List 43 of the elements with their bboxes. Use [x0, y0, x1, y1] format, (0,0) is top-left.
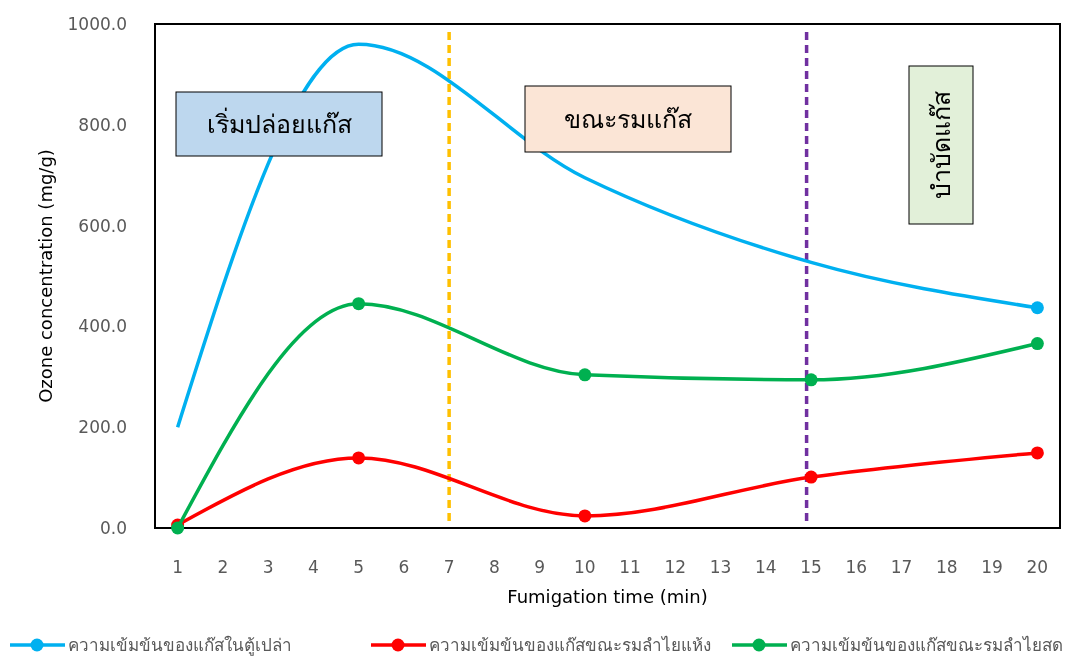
point — [352, 451, 366, 465]
annotation: เริ่มปล่อยแก๊ส — [206, 106, 352, 139]
legend-label: ความเข้มข้นของแก๊สขณะรมลำไยสด — [790, 634, 1063, 655]
y-axis-title: Ozone concentration (mg/g) — [35, 149, 56, 403]
x-tick-label: 8 — [488, 557, 500, 577]
x-tick-label: 4 — [307, 557, 319, 577]
y-tick-label: 400.0 — [78, 316, 127, 337]
x-tick-label: 11 — [619, 557, 641, 577]
x-tick-label: 18 — [936, 557, 958, 577]
point — [1030, 337, 1044, 351]
x-tick-label: 9 — [534, 557, 546, 577]
x-tick-label: 14 — [755, 557, 777, 577]
annotation: บำบัดแก๊ส — [926, 91, 956, 199]
x-tick-label: 5 — [353, 557, 365, 577]
x-tick-label: 19 — [981, 557, 1003, 577]
y-tick-label: 800.0 — [78, 114, 127, 135]
y-tick-label: 600.0 — [78, 215, 127, 236]
x-tick-label: 3 — [262, 557, 274, 577]
x-tick-label: 7 — [443, 557, 455, 577]
x-tick-label: 13 — [709, 557, 732, 577]
point — [578, 368, 592, 382]
x-axis-title: Fumigation time (min) — [507, 586, 708, 607]
x-tick-label: 16 — [845, 557, 868, 577]
x-tick-label: 20 — [1026, 557, 1049, 577]
x-tick-label: 6 — [398, 557, 410, 577]
point — [1030, 301, 1044, 315]
point — [1030, 446, 1044, 460]
point — [352, 297, 366, 311]
x-tick-label: 10 — [574, 557, 596, 577]
x-tick-label: 17 — [890, 557, 913, 577]
legend-label: ความเข้มข้นของแก๊สขณะรมลำไยแห้ง — [429, 634, 711, 655]
x-tick-label: 12 — [664, 557, 687, 577]
x-tick-label: 15 — [800, 557, 822, 577]
point — [804, 470, 818, 484]
y-tick-label: 1000.0 — [67, 13, 127, 34]
x-tick-label: 1 — [172, 557, 184, 577]
point — [578, 509, 592, 523]
point — [804, 373, 818, 387]
y-tick-label: 200.0 — [78, 417, 127, 438]
legend-label: ความเข้มข้นของแก๊สในตู้เปล่า — [68, 634, 292, 656]
annotation: ขณะรมแก๊ส — [564, 104, 692, 134]
y-tick-label: 0.0 — [99, 517, 127, 538]
x-tick-label: 2 — [217, 557, 229, 577]
